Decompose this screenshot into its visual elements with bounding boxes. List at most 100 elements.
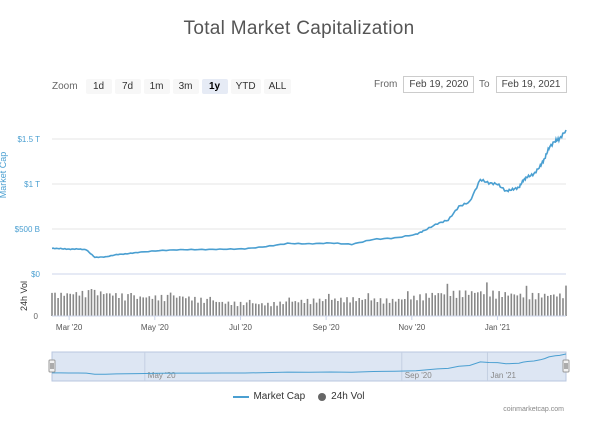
- volume-bar: [370, 300, 373, 316]
- line-marker-icon: [233, 395, 250, 398]
- volume-bar: [470, 291, 473, 316]
- volume-bar: [449, 296, 452, 316]
- volume-bar: [373, 298, 376, 316]
- zoom-button-7d[interactable]: 7d: [114, 78, 141, 94]
- volume-bar: [276, 305, 278, 316]
- volume-bar: [124, 300, 126, 316]
- volume-bar: [221, 301, 224, 316]
- volume-bar: [291, 301, 294, 316]
- volume-bar: [537, 293, 540, 316]
- x-tick-label: Jul '20: [229, 323, 252, 332]
- volume-bar: [321, 301, 324, 316]
- volume-bar: [397, 298, 400, 316]
- volume-bar: [87, 290, 90, 316]
- volume-bar: [315, 302, 318, 316]
- zoom-button-3m[interactable]: 3m: [172, 78, 199, 94]
- volume-bar: [109, 293, 111, 316]
- volume-bar: [255, 303, 257, 316]
- volume-bar: [385, 298, 388, 316]
- volume-bar: [78, 295, 81, 316]
- volume-bar: [224, 303, 227, 316]
- x-tick-label: Sep '20: [313, 323, 340, 332]
- volume-bar: [115, 293, 117, 316]
- volume-bar: [467, 294, 470, 316]
- volume-bar: [197, 302, 199, 316]
- zoom-button-1y[interactable]: 1y: [201, 78, 228, 94]
- volume-bar: [513, 294, 516, 316]
- volume-bar: [169, 292, 172, 316]
- volume-bar: [355, 301, 357, 316]
- legend: Market Cap 24h Vol: [0, 391, 598, 402]
- volume-bar: [324, 299, 327, 316]
- volume-bar: [148, 296, 151, 316]
- volume-bar: [376, 302, 379, 316]
- volume-bar: [54, 292, 56, 316]
- volume-bar: [349, 302, 351, 316]
- volume-bar: [300, 299, 303, 316]
- volume-bar: [166, 294, 169, 316]
- volume-bar: [185, 298, 187, 316]
- market-cap-series-line: [51, 129, 567, 259]
- zoom-button-all[interactable]: ALL: [263, 78, 292, 94]
- volume-bar: [270, 306, 272, 316]
- volume-bar: [242, 305, 245, 316]
- legend-item-volume[interactable]: 24h Vol: [317, 391, 365, 402]
- volume-bar: [233, 301, 236, 316]
- volume-bar: [534, 299, 537, 316]
- volume-bar: [178, 296, 181, 316]
- volume-bar: [75, 292, 78, 316]
- to-label: To: [479, 79, 490, 90]
- navigator-window[interactable]: [51, 351, 567, 382]
- volume-bar: [480, 291, 482, 316]
- range-from: From Feb 19, 2020: [374, 76, 475, 93]
- navigator-left-handle[interactable]: [48, 359, 56, 373]
- volume-bar: [522, 297, 525, 316]
- circle-marker-icon: [318, 392, 327, 401]
- volume-bar: [212, 300, 214, 316]
- volume-bar: [452, 290, 455, 316]
- volume-bar: [483, 294, 485, 316]
- volume-bar: [550, 295, 552, 316]
- volume-bar: [455, 297, 458, 316]
- volume-bar: [379, 298, 382, 316]
- volume-bar: [63, 295, 65, 316]
- volume-bar: [525, 285, 528, 316]
- volume-bar: [364, 299, 367, 316]
- volume-bar: [382, 303, 385, 316]
- to-date-input[interactable]: Feb 19, 2021: [495, 76, 567, 93]
- navigator-right-handle[interactable]: [562, 359, 570, 373]
- volume-bar: [133, 295, 135, 316]
- volume-bar: [391, 298, 394, 316]
- volume-axis-label: 24h Vol: [19, 281, 29, 311]
- volume-bar: [191, 300, 193, 316]
- volume-bar: [112, 295, 114, 316]
- zoom-button-1d[interactable]: 1d: [85, 78, 112, 94]
- y-tick-label: $500 B: [15, 225, 40, 234]
- volume-bar: [203, 302, 205, 316]
- volume-bar: [209, 296, 211, 316]
- volume-bar: [139, 296, 141, 316]
- volume-bar: [340, 297, 342, 316]
- volume-bar: [425, 293, 427, 316]
- legend-item-market-cap[interactable]: Market Cap: [233, 391, 305, 402]
- volume-bar: [528, 299, 531, 316]
- from-date-input[interactable]: Feb 19, 2020: [403, 76, 475, 93]
- zoom-button-1m[interactable]: 1m: [143, 78, 170, 94]
- zoom-bar: Zoom 1d 7d 1m 3m 1y YTD ALL: [52, 78, 294, 94]
- volume-bar: [258, 304, 260, 316]
- volume-bar: [428, 297, 430, 316]
- volume-bar: [102, 294, 105, 316]
- volume-bar: [361, 299, 363, 316]
- volume-bar: [565, 285, 567, 316]
- volume-bar: [413, 295, 415, 316]
- zoom-button-ytd[interactable]: YTD: [230, 78, 261, 94]
- volume-bar: [51, 292, 53, 316]
- x-tick-label: Nov '20: [398, 323, 425, 332]
- volume-bar: [401, 299, 403, 316]
- volume-bar: [261, 303, 263, 316]
- volume-bar: [559, 293, 561, 316]
- volume-bar: [461, 297, 464, 316]
- volume-bar: [328, 293, 330, 316]
- volume-bar: [136, 298, 138, 316]
